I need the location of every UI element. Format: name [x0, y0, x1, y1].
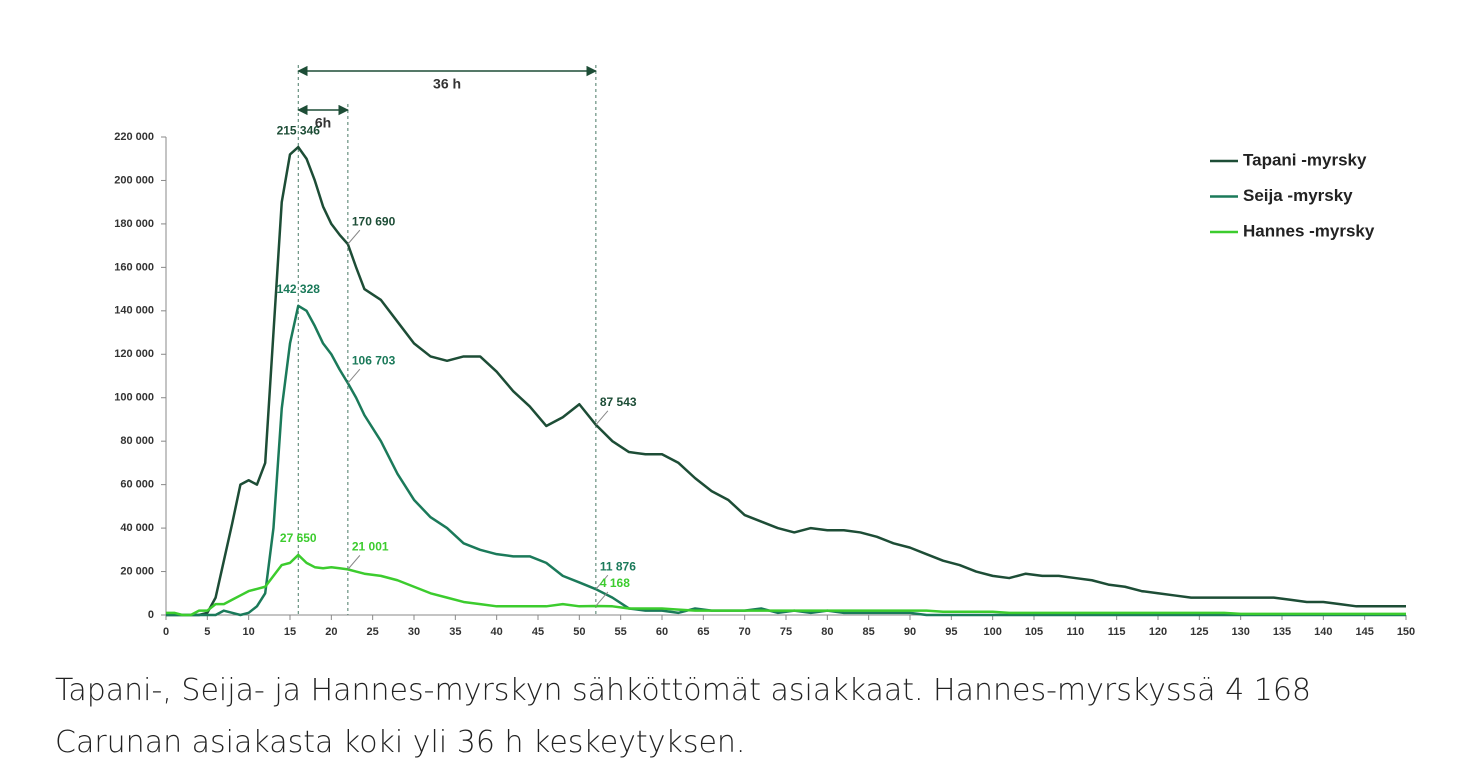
legend-label: Seija -myrsky: [1243, 186, 1353, 205]
x-tick-label: 70: [739, 626, 751, 638]
x-tick-label: 100: [983, 626, 1001, 638]
x-tick-label: 115: [1108, 626, 1126, 638]
x-tick-label: 0: [163, 626, 169, 638]
x-tick-label: 5: [204, 626, 210, 638]
annotation: 4 168: [600, 576, 630, 590]
x-tick-label: 35: [449, 626, 461, 638]
y-tick-label: 80 000: [120, 435, 154, 447]
x-tick-label: 130: [1231, 626, 1249, 638]
x-tick-label: 10: [243, 626, 255, 638]
annotation-leader: [347, 368, 361, 384]
legend-label: Tapani -myrsky: [1243, 150, 1367, 169]
y-tick-label: 100 000: [114, 392, 154, 404]
x-tick-label: 50: [573, 626, 585, 638]
x-tick-label: 105: [1025, 626, 1043, 638]
series-line: [166, 304, 1406, 617]
x-tick-label: 120: [1149, 626, 1167, 638]
annotation: 11 876: [600, 559, 636, 573]
x-tick-label: 125: [1190, 626, 1208, 638]
annotation-leader: [595, 591, 609, 607]
y-tick-label: 60 000: [120, 479, 154, 491]
annotation-leader: [347, 229, 361, 245]
caption: Tapani-, Seija- ja Hannes-myrskyn sähköt…: [55, 673, 1311, 760]
x-tick-label: 20: [325, 626, 337, 638]
span-label: 36 h: [433, 76, 461, 92]
series-line: [166, 553, 1406, 617]
annotation: 215 346: [277, 123, 321, 137]
x-tick-label: 75: [780, 626, 792, 638]
y-tick-label: 0: [148, 609, 154, 621]
x-tick-label: 140: [1314, 626, 1332, 638]
x-tick-label: 150: [1397, 626, 1415, 638]
annotation-leader: [347, 555, 361, 570]
y-tick-label: 140 000: [114, 305, 154, 317]
y-tick-label: 200 000: [114, 174, 154, 186]
y-tick-label: 120 000: [114, 348, 154, 360]
annotation: 87 543: [600, 395, 637, 409]
x-tick-label: 15: [284, 626, 296, 638]
annotation: 21 001: [352, 540, 389, 554]
x-tick-label: 110: [1066, 626, 1084, 638]
x-tick-label: 65: [697, 626, 709, 638]
x-tick-label: 90: [904, 626, 916, 638]
x-tick-label: 30: [408, 626, 420, 638]
annotation: 27 650: [280, 531, 317, 545]
x-tick-label: 25: [367, 626, 379, 638]
span-label: 6h: [315, 115, 331, 131]
x-tick-label: 40: [491, 626, 503, 638]
x-tick-label: 45: [532, 626, 544, 638]
y-tick-label: 220 000: [114, 131, 154, 143]
x-tick-label: 80: [821, 626, 833, 638]
x-tick-label: 85: [863, 626, 875, 638]
x-tick-label: 145: [1355, 626, 1373, 638]
y-tick-label: 40 000: [120, 522, 154, 534]
annotation-leader: [595, 574, 609, 590]
annotation: 106 703: [352, 353, 396, 367]
x-tick-label: 95: [945, 626, 957, 638]
annotation: 142 328: [277, 282, 321, 296]
y-tick-label: 20 000: [120, 565, 154, 577]
y-tick-label: 180 000: [114, 218, 154, 230]
x-tick-label: 55: [615, 626, 627, 638]
x-tick-label: 135: [1273, 626, 1291, 638]
x-tick-label: 60: [656, 626, 668, 638]
annotation-leader: [595, 410, 609, 426]
annotation: 170 690: [352, 214, 396, 228]
legend-label: Hannes -myrsky: [1243, 221, 1375, 240]
chart: 0 20 000 40 000 60 000 80 000 100 000 120 000 1…: [114, 65, 1415, 638]
series-line: [166, 145, 1406, 617]
y-tick-label: 160 000: [114, 261, 154, 273]
